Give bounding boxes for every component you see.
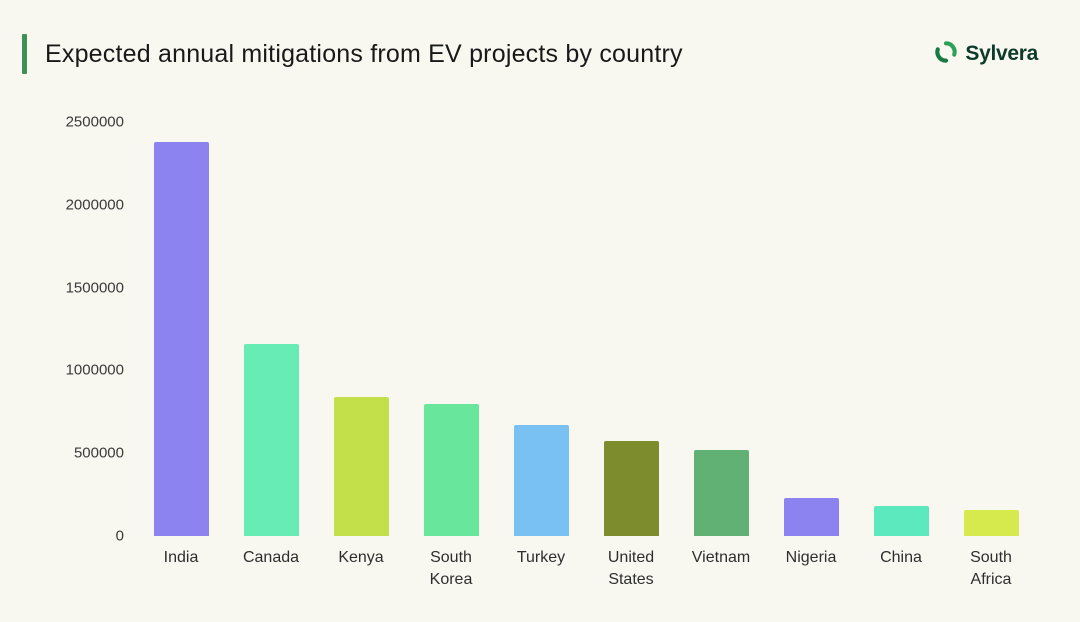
bar-label: Canada: [242, 549, 300, 566]
bar-canada: [243, 343, 299, 536]
chart-page: Expected annual mitigations from EV proj…: [0, 0, 1080, 588]
bar-nigeria: [783, 497, 839, 536]
y-tick-label: 1000000: [65, 361, 124, 379]
bar-chart: 0 500000 1000000 1500000 2000000 2500000 Indi…: [0, 114, 1080, 588]
bars-row: India Canada Kenya South Korea Turkey United …: [136, 122, 1036, 588]
bar-group: Vietnam: [676, 122, 766, 566]
bar-label: Nigeria: [785, 549, 837, 566]
y-tick-label: 2000000: [65, 196, 124, 214]
sylvera-logo-text: Sylvera: [965, 42, 1038, 65]
bar-turkey: [513, 425, 569, 536]
bar-group: Turkey: [496, 122, 586, 566]
bar-label: South Africa: [970, 549, 1012, 588]
bar-india: [153, 141, 209, 536]
bar-label: South Korea: [429, 549, 473, 588]
bar-label: Kenya: [338, 549, 384, 566]
bar-south-africa: [963, 509, 1019, 536]
y-tick-label: 1500000: [65, 279, 124, 297]
sylvera-logo: Sylvera: [934, 40, 1038, 69]
bar-china: [873, 506, 929, 536]
bar-vietnam: [693, 449, 749, 536]
bar-group: South Africa: [946, 122, 1036, 588]
y-tick-label: 0: [115, 527, 124, 545]
y-tick-label: 500000: [73, 444, 124, 462]
title-accent-bar: [22, 34, 27, 74]
bar-label: Vietnam: [691, 549, 751, 566]
chart-title: Expected annual mitigations from EV proj…: [45, 39, 683, 68]
bar-group: China: [856, 122, 946, 566]
bar-group: South Korea: [406, 122, 496, 588]
bar-group: India: [136, 122, 226, 566]
title-group: Expected annual mitigations from EV proj…: [22, 34, 683, 74]
chart-header: Expected annual mitigations from EV proj…: [0, 0, 1080, 74]
bar-south-korea: [423, 403, 479, 536]
y-tick-label: 2500000: [65, 113, 124, 131]
bar-group: United States: [586, 122, 676, 588]
bar-label: United States: [607, 549, 655, 588]
bar-kenya: [333, 396, 389, 536]
bar-group: Nigeria: [766, 122, 856, 566]
y-axis: 0 500000 1000000 1500000 2000000 2500000: [46, 114, 136, 545]
sylvera-swirl-icon: [934, 40, 958, 69]
bar-label: Turkey: [516, 549, 566, 566]
bar-united-states: [603, 440, 659, 536]
bar-label: China: [880, 549, 922, 566]
bar-group: Canada: [226, 122, 316, 566]
bar-label: India: [163, 549, 199, 566]
bar-group: Kenya: [316, 122, 406, 566]
